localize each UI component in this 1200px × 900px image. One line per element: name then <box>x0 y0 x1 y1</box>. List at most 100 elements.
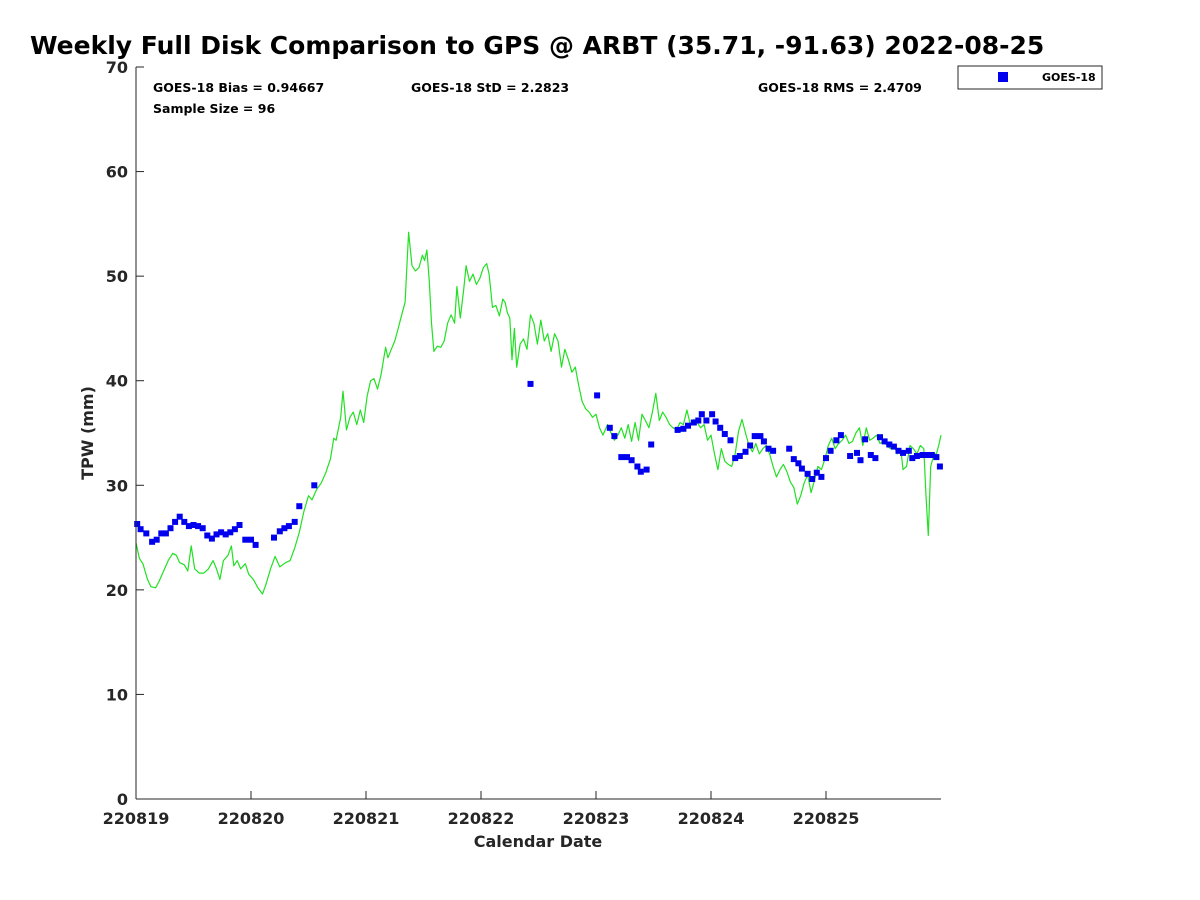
x-tick-label-3: 220822 <box>448 809 515 828</box>
goes18-point-10 <box>181 518 188 525</box>
y-axis-label: TPW (mm) <box>78 386 97 480</box>
goes18-point-35 <box>606 424 613 431</box>
y-tick-label-6: 60 <box>106 163 128 182</box>
goes18-point-40 <box>634 463 641 470</box>
goes18-point-81 <box>867 452 874 458</box>
goes18-point-90 <box>909 455 916 462</box>
goes18-point-57 <box>736 453 743 459</box>
goes18-point-53 <box>717 424 724 431</box>
goes18-point-28 <box>281 525 288 532</box>
goes-series <box>134 380 943 548</box>
goes18-point-68 <box>798 465 805 472</box>
goes18-point-63 <box>765 445 772 452</box>
goes18-point-59 <box>747 442 754 449</box>
goes18-point-64 <box>770 447 777 454</box>
goes18-point-6 <box>162 530 169 537</box>
goes18-point-23 <box>242 536 249 543</box>
goes18-point-42 <box>643 466 650 473</box>
goes18-point-9 <box>176 513 183 520</box>
goes18-point-61 <box>757 433 764 440</box>
goes18-point-15 <box>204 532 211 539</box>
goes18-point-55 <box>727 437 734 444</box>
goes18-point-74 <box>827 447 834 454</box>
goes18-point-47 <box>690 419 697 426</box>
goes18-point-80 <box>862 436 869 443</box>
goes18-point-34 <box>594 392 601 399</box>
goes18-point-88 <box>900 449 906 456</box>
goes18-point-50 <box>703 417 710 424</box>
x-tick-label-0: 220819 <box>103 809 170 828</box>
plot-area <box>136 67 941 799</box>
goes18-point-18 <box>218 529 225 536</box>
x-tick-label-6: 220825 <box>793 809 860 828</box>
goes18-point-71 <box>813 469 820 476</box>
goes18-point-13 <box>195 523 202 530</box>
goes18-point-21 <box>231 526 238 533</box>
x-ticks: 220819 220820 220821 220822 220823 220824 2208… <box>103 791 860 828</box>
std-stat: GOES-18 StD = 2.2823 <box>411 80 569 95</box>
goes18-point-3 <box>149 538 156 545</box>
goes18-point-89 <box>905 447 912 454</box>
goes18-point-32 <box>311 482 318 489</box>
y-tick-label-5: 50 <box>106 267 128 286</box>
goes18-point-49 <box>698 411 705 418</box>
goes18-point-78 <box>854 449 860 456</box>
y-tick-label-7: 70 <box>106 58 128 77</box>
goes18-point-85 <box>886 441 893 448</box>
goes18-point-43 <box>648 441 655 448</box>
goes18-point-65 <box>786 445 793 452</box>
x-tick-label-5: 220824 <box>678 809 745 828</box>
goes18-point-82 <box>872 455 879 462</box>
goes18-point-2 <box>143 530 150 537</box>
goes18-point-31 <box>296 503 303 510</box>
goes18-point-56 <box>732 455 739 462</box>
goes18-point-38 <box>624 454 630 461</box>
goes18-point-66 <box>790 456 797 463</box>
goes18-point-12 <box>190 522 197 528</box>
goes18-point-60 <box>751 433 758 440</box>
goes18-point-86 <box>890 443 897 450</box>
goes18-point-95 <box>933 454 940 461</box>
goes18-point-75 <box>833 437 840 444</box>
goes18-point-52 <box>712 418 719 425</box>
goes18-point-26 <box>271 534 277 541</box>
legend-marker-goes18 <box>998 72 1008 82</box>
goes18-point-76 <box>837 432 844 439</box>
legend-label-goes18: GOES-18 <box>1042 71 1096 84</box>
x-axis-label: Calendar Date <box>474 832 603 851</box>
goes18-point-4 <box>153 536 160 543</box>
goes18-point-69 <box>804 470 811 477</box>
goes18-point-67 <box>795 460 802 467</box>
goes18-point-39 <box>628 457 635 464</box>
goes18-point-16 <box>208 535 215 542</box>
goes18-point-29 <box>285 523 292 530</box>
x-tick-label-1: 220820 <box>218 809 285 828</box>
axes <box>135 67 941 800</box>
goes18-point-62 <box>760 438 767 445</box>
goes18-point-19 <box>222 531 229 538</box>
goes18-point-46 <box>685 422 691 429</box>
y-tick-label-3: 30 <box>106 476 128 495</box>
x-tick-label-4: 220823 <box>563 809 630 828</box>
x-tick-label-2: 220821 <box>333 809 400 828</box>
goes18-point-7 <box>167 525 174 532</box>
goes18-point-83 <box>877 434 883 441</box>
goes18-point-94 <box>928 452 935 458</box>
goes18-point-14 <box>199 525 206 532</box>
goes18-point-54 <box>721 431 728 437</box>
goes18-point-17 <box>213 531 220 538</box>
goes18-point-1 <box>137 526 144 533</box>
y-tick-label-1: 10 <box>106 685 128 704</box>
goes18-point-91 <box>913 453 920 459</box>
goes18-point-51 <box>709 411 716 418</box>
goes18-point-44 <box>674 426 681 433</box>
legend-box <box>957 65 1103 90</box>
goes18-point-36 <box>611 433 618 440</box>
rms-stat: GOES-18 RMS = 2.4709 <box>758 80 922 95</box>
chart-title: Weekly Full Disk Comparison to GPS @ ARB… <box>30 31 1044 60</box>
goes18-point-24 <box>248 536 254 543</box>
goes18-point-37 <box>618 454 625 461</box>
sample-size-stat: Sample Size = 96 <box>153 101 275 116</box>
goes18-point-5 <box>158 530 165 537</box>
